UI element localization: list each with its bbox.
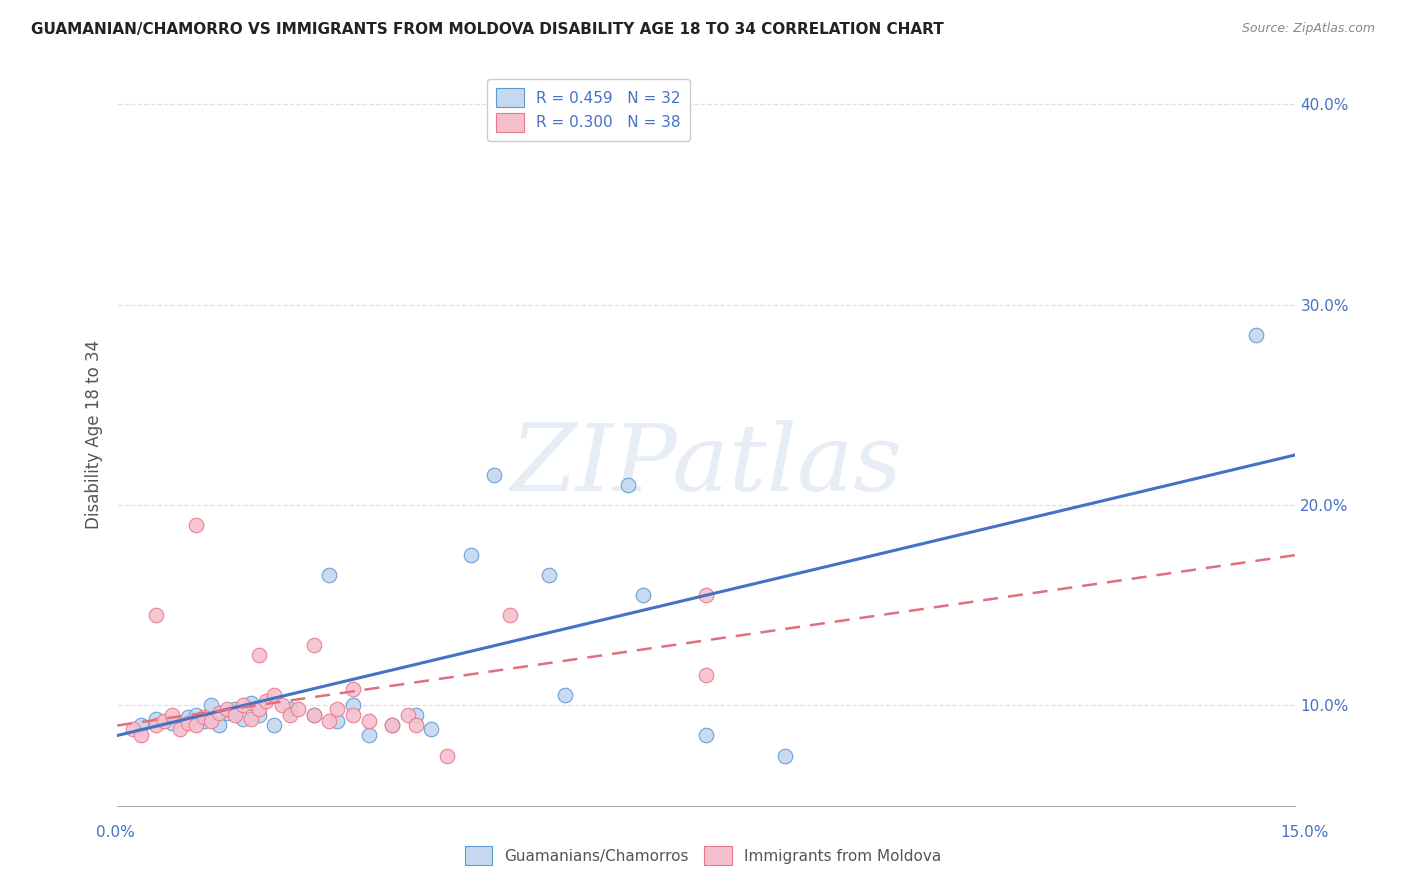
Point [318,568,340,582]
Point [381,718,404,732]
Point [184,718,207,732]
Point [217,702,239,716]
Point [169,723,191,737]
Y-axis label: Disability Age 18 to 34: Disability Age 18 to 34 [86,340,103,530]
Point [695,588,717,602]
Point [224,702,246,716]
Point [633,588,655,602]
Text: GUAMANIAN/CHAMORRO VS IMMIGRANTS FROM MOLDOVA DISABILITY AGE 18 TO 34 CORRELATIO: GUAMANIAN/CHAMORRO VS IMMIGRANTS FROM MO… [31,22,943,37]
Point [145,713,167,727]
Point [302,708,325,723]
Point [538,568,561,582]
Text: 0.0%: 0.0% [96,825,135,839]
Point [357,729,380,743]
Point [177,710,200,724]
Legend: R = 0.459   N = 32, R = 0.300   N = 38: R = 0.459 N = 32, R = 0.300 N = 38 [488,79,690,141]
Point [193,710,215,724]
Text: Source: ZipAtlas.com: Source: ZipAtlas.com [1241,22,1375,36]
Point [302,708,325,723]
Point [200,714,222,729]
Point [239,697,262,711]
Point [342,698,364,713]
Point [326,714,349,729]
Point [247,702,270,716]
Point [217,706,239,721]
Point [254,694,277,708]
Point [232,698,254,713]
Point [247,648,270,663]
Point [554,689,576,703]
Point [263,718,285,732]
Point [232,713,254,727]
Point [420,723,443,737]
Point [160,716,183,731]
Point [484,467,506,482]
Point [208,718,231,732]
Point [271,698,294,713]
Point [263,689,285,703]
Point [247,708,270,723]
Point [208,706,231,721]
Point [436,748,458,763]
Text: 15.0%: 15.0% [1281,825,1329,839]
Point [342,708,364,723]
Text: ZIPatlas: ZIPatlas [510,419,903,509]
Point [326,702,349,716]
Point [239,713,262,727]
Point [122,723,145,737]
Point [278,708,301,723]
Point [773,748,796,763]
Point [342,682,364,697]
Legend: Guamanians/Chamorros, Immigrants from Moldova: Guamanians/Chamorros, Immigrants from Mo… [458,840,948,871]
Point [145,718,167,732]
Point [381,718,404,732]
Point [396,708,419,723]
Point [160,708,183,723]
Point [405,708,427,723]
Point [302,638,325,652]
Point [184,708,207,723]
Point [405,718,427,732]
Point [318,714,340,729]
Point [499,608,522,623]
Point [278,702,301,716]
Point [460,548,482,562]
Point [153,714,176,729]
Point [184,518,207,533]
Point [129,718,152,732]
Point [193,714,215,729]
Point [695,668,717,682]
Point [616,478,638,492]
Point [200,698,222,713]
Point [1244,327,1267,342]
Point [224,708,246,723]
Point [695,729,717,743]
Point [177,716,200,731]
Point [145,608,167,623]
Point [357,714,380,729]
Point [287,702,309,716]
Point [129,729,152,743]
